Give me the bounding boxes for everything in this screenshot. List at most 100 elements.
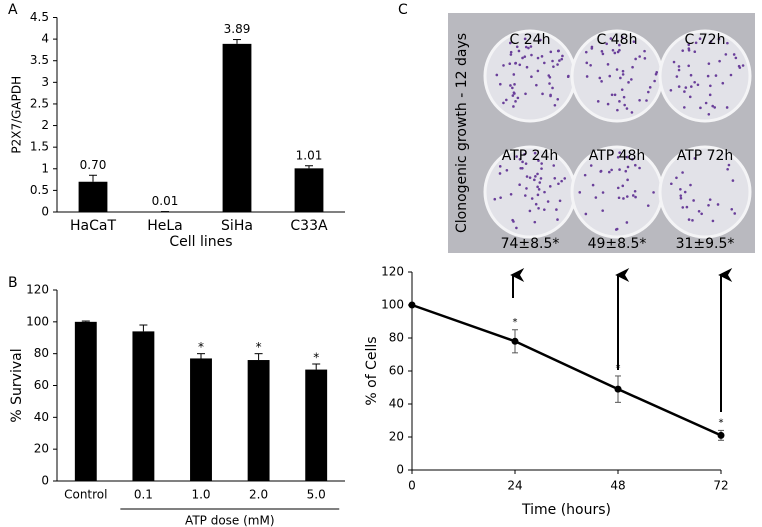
x-tick-label: 2.0 [249,488,268,502]
colony [683,106,686,109]
line [411,303,722,437]
value-label: 1.01 [296,148,323,162]
colony [707,62,711,65]
colony [624,169,628,173]
colony [691,219,694,222]
colony [729,73,733,77]
x-axis-label: ATP dose (mM) [185,514,274,527]
colony [549,50,553,54]
colony [621,69,625,73]
colony [509,53,513,56]
colony [708,198,712,201]
colony [688,95,692,99]
colony [543,190,546,194]
colony [632,40,636,43]
well-label: ATP 24h [502,148,559,164]
colony [536,193,540,197]
colony [726,167,729,171]
value-label: 3.89 [224,22,251,36]
panel-label: A [8,2,18,18]
colony [540,167,543,170]
point [717,431,725,439]
colony [625,195,629,198]
colony [683,90,686,93]
x-tick-label: HeLa [147,218,183,234]
colony [681,49,685,52]
colony [585,75,589,78]
colony [616,108,619,112]
colony [556,97,560,101]
colony [534,175,537,178]
colony [699,106,702,110]
colony [693,157,697,160]
colony [530,197,534,200]
colony [623,103,626,107]
colony [605,42,608,46]
x-tick-label: SiHa [221,218,253,234]
colony [533,151,537,155]
colony [613,51,617,55]
colony [630,78,633,81]
x-tick-label: 1.0 [191,488,210,502]
colony-count: 74±8.5* [501,236,560,252]
colony [625,221,629,224]
colony [681,171,684,174]
colony [523,152,526,156]
colony [615,68,619,71]
y-tick-label: 2.5 [30,96,49,110]
colony [540,162,543,165]
colony [626,165,630,169]
colony [589,63,592,67]
colony [558,199,562,203]
colony [594,196,598,199]
y-tick-label: 80 [389,331,404,345]
colony [539,177,543,180]
x-tick-label: HaCaT [70,218,116,234]
colony [523,55,527,58]
y-axis-label: % of Cells [364,336,380,405]
colony [737,64,741,68]
colony [553,103,557,107]
colony [536,69,540,73]
colony [600,80,603,83]
colony [608,74,612,78]
x-tick-label: 5.0 [307,488,326,502]
colony [521,56,524,60]
value-label: 0.70 [80,158,107,172]
colony [560,57,564,61]
colony [609,37,613,40]
colony [696,83,700,87]
colony [499,196,502,199]
colony [591,183,595,187]
colony [512,73,516,76]
well-label: ATP 72h [677,148,734,164]
colony [727,163,731,167]
colony [566,75,570,79]
colony [601,52,605,56]
colony [685,205,689,209]
bar [222,43,252,212]
colony [616,50,620,54]
x-axis-label: Time (hours) [521,502,611,518]
colony [537,207,540,210]
colony [631,65,634,69]
colony [524,162,528,165]
colony [724,53,728,56]
colony [606,102,610,106]
y-axis-label: % Survival [9,348,25,422]
colony [700,212,703,216]
colony [621,184,625,188]
colony [513,92,516,95]
colony [616,186,620,190]
colony [508,41,512,45]
colony [517,49,521,53]
y-tick-label: 120 [381,265,404,279]
colony [713,106,717,109]
well-label: C 72h [685,32,726,48]
colony [509,50,513,54]
well [658,29,752,123]
colony [537,188,541,191]
significance: * [719,417,724,428]
colony [527,46,530,50]
colony [524,194,527,197]
